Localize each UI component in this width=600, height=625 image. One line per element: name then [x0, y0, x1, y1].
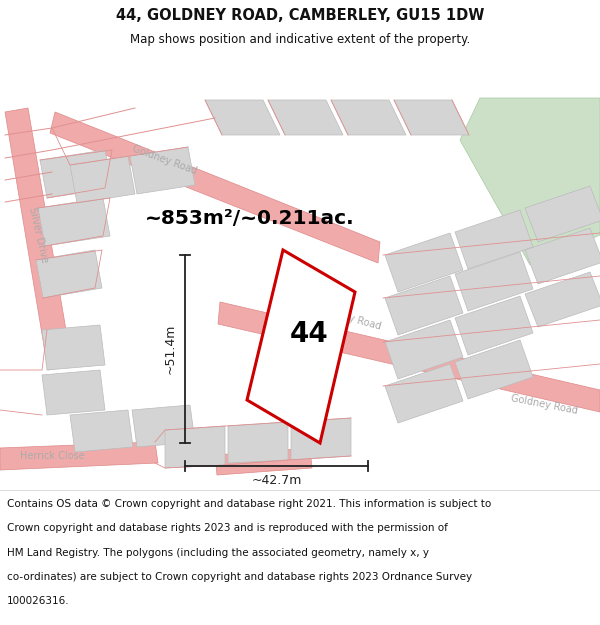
- Polygon shape: [247, 250, 355, 443]
- Polygon shape: [385, 276, 463, 335]
- Polygon shape: [42, 370, 105, 415]
- Text: Map shows position and indicative extent of the property.: Map shows position and indicative extent…: [130, 32, 470, 46]
- Text: Silver Drive: Silver Drive: [27, 206, 49, 264]
- Polygon shape: [215, 448, 312, 475]
- Polygon shape: [130, 147, 195, 194]
- Polygon shape: [291, 418, 351, 460]
- Text: 44, GOLDNEY ROAD, CAMBERLEY, GU15 1DW: 44, GOLDNEY ROAD, CAMBERLEY, GU15 1DW: [116, 8, 484, 22]
- Polygon shape: [331, 100, 406, 135]
- Polygon shape: [455, 252, 533, 311]
- Polygon shape: [268, 100, 343, 135]
- Text: ~51.4m: ~51.4m: [164, 324, 177, 374]
- Polygon shape: [455, 340, 533, 399]
- Polygon shape: [70, 410, 133, 452]
- Text: Herrick Close: Herrick Close: [20, 451, 85, 461]
- Text: Crown copyright and database rights 2023 and is reproduced with the permission o: Crown copyright and database rights 2023…: [7, 524, 448, 534]
- Polygon shape: [460, 98, 600, 265]
- Polygon shape: [525, 186, 600, 242]
- Polygon shape: [132, 405, 195, 447]
- Text: Goldney Road: Goldney Road: [314, 304, 382, 332]
- Text: ~42.7m: ~42.7m: [251, 474, 302, 487]
- Text: HM Land Registry. The polygons (including the associated geometry, namely x, y: HM Land Registry. The polygons (includin…: [7, 548, 429, 558]
- Polygon shape: [70, 156, 135, 203]
- Polygon shape: [36, 250, 102, 298]
- Polygon shape: [50, 112, 380, 263]
- Text: 44: 44: [290, 320, 329, 348]
- Polygon shape: [455, 210, 533, 269]
- Polygon shape: [385, 364, 463, 423]
- Polygon shape: [385, 320, 463, 379]
- Polygon shape: [5, 108, 72, 370]
- Text: Goldney Road: Goldney Road: [510, 394, 578, 416]
- Polygon shape: [0, 442, 158, 470]
- Text: Contains OS data © Crown copyright and database right 2021. This information is : Contains OS data © Crown copyright and d…: [7, 499, 491, 509]
- Text: Goldney Road: Goldney Road: [131, 144, 199, 176]
- Text: co-ordinates) are subject to Crown copyright and database rights 2023 Ordnance S: co-ordinates) are subject to Crown copyr…: [7, 571, 472, 581]
- Polygon shape: [165, 426, 225, 468]
- Polygon shape: [40, 150, 112, 198]
- Polygon shape: [394, 100, 469, 135]
- Polygon shape: [525, 272, 600, 327]
- Polygon shape: [218, 302, 600, 412]
- Text: 100026316.: 100026316.: [7, 596, 70, 606]
- Polygon shape: [205, 100, 280, 135]
- Polygon shape: [385, 233, 463, 292]
- Polygon shape: [228, 422, 288, 463]
- Polygon shape: [455, 296, 533, 355]
- Polygon shape: [38, 198, 110, 246]
- Text: ~853m²/~0.211ac.: ~853m²/~0.211ac.: [145, 209, 355, 227]
- Polygon shape: [42, 325, 105, 370]
- Polygon shape: [525, 228, 600, 284]
